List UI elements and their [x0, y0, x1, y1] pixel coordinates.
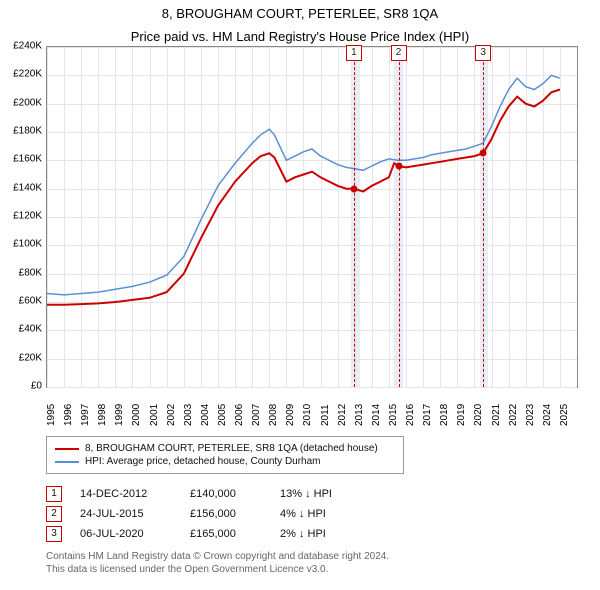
footer-line2: This data is licensed under the Open Gov… — [46, 563, 389, 576]
xtick-label: 2000 — [131, 404, 142, 426]
ytick-label: £140K — [13, 182, 42, 193]
ytick-label: £160K — [13, 154, 42, 165]
event-row: 2 24-JUL-2015£156,0004% ↓ HPI — [46, 504, 380, 524]
xtick-label: 2021 — [491, 404, 502, 426]
event-dot — [395, 163, 402, 170]
legend-item: 8, BROUGHAM COURT, PETERLEE, SR8 1QA (de… — [55, 443, 395, 454]
xtick-label: 1999 — [114, 404, 125, 426]
footer-line1: Contains HM Land Registry data © Crown c… — [46, 550, 389, 563]
ytick-label: £0 — [31, 381, 42, 392]
event-delta: 2% ↓ HPI — [280, 528, 380, 540]
ytick-label: £20K — [19, 352, 42, 363]
xtick-label: 1996 — [63, 404, 74, 426]
xtick-label: 2007 — [251, 404, 262, 426]
legend-swatch — [55, 461, 79, 463]
event-dashline — [483, 47, 484, 387]
xtick-label: 2011 — [320, 404, 331, 426]
xtick-label: 2024 — [542, 404, 553, 426]
ytick-label: £80K — [19, 267, 42, 278]
xtick-label: 2020 — [473, 404, 484, 426]
xtick-label: 2006 — [234, 404, 245, 426]
xtick-label: 2019 — [456, 404, 467, 426]
events-table: 1 14-DEC-2012£140,00013% ↓ HPI 2 24-JUL-201… — [46, 484, 380, 544]
x-axis: 1995 1996 1997 1998 1999 2000 2001 2002 2003 2004… — [46, 388, 576, 438]
event-date: 24-JUL-2015 — [80, 508, 190, 520]
ytick-label: £120K — [13, 211, 42, 222]
event-marker-box: 2 — [391, 45, 407, 61]
xtick-label: 2023 — [525, 404, 536, 426]
event-price: £156,000 — [190, 508, 280, 520]
event-dot — [480, 150, 487, 157]
xtick-label: 2005 — [217, 404, 228, 426]
legend-swatch — [55, 448, 79, 450]
chart-title-line2: Price paid vs. HM Land Registry's House … — [0, 23, 600, 46]
xtick-label: 2015 — [388, 404, 399, 426]
ytick-label: £60K — [19, 296, 42, 307]
xtick-label: 2009 — [285, 404, 296, 426]
event-dot — [350, 185, 357, 192]
legend-label: 8, BROUGHAM COURT, PETERLEE, SR8 1QA (de… — [85, 443, 378, 454]
xtick-label: 1998 — [97, 404, 108, 426]
chart-lines — [47, 47, 577, 387]
event-date: 06-JUL-2020 — [80, 528, 190, 540]
xtick-label: 1995 — [46, 404, 57, 426]
xtick-label: 2003 — [183, 404, 194, 426]
event-marker-box: 3 — [475, 45, 491, 61]
ytick-label: £40K — [19, 324, 42, 335]
event-dashline — [354, 47, 355, 387]
event-number-box: 1 — [46, 486, 62, 502]
xtick-label: 2013 — [354, 404, 365, 426]
ytick-label: £220K — [13, 69, 42, 80]
xtick-label: 2004 — [200, 404, 211, 426]
event-delta: 13% ↓ HPI — [280, 488, 380, 500]
event-number-box: 3 — [46, 526, 62, 542]
legend-label: HPI: Average price, detached house, Coun… — [85, 456, 321, 467]
chart-plot: 1 2 3 — [46, 46, 578, 388]
xtick-label: 2025 — [559, 404, 570, 426]
event-marker-box: 1 — [346, 45, 362, 61]
xtick-label: 2014 — [371, 404, 382, 426]
ytick-label: £240K — [13, 41, 42, 52]
event-price: £140,000 — [190, 488, 280, 500]
ytick-label: £100K — [13, 239, 42, 250]
event-row: 3 06-JUL-2020£165,0002% ↓ HPI — [46, 524, 380, 544]
xtick-label: 2010 — [302, 404, 313, 426]
xtick-label: 2022 — [508, 404, 519, 426]
chart-title-line1: 8, BROUGHAM COURT, PETERLEE, SR8 1QA — [0, 0, 600, 23]
event-delta: 4% ↓ HPI — [280, 508, 380, 520]
xtick-label: 2016 — [405, 404, 416, 426]
ytick-label: £180K — [13, 126, 42, 137]
legend-item: HPI: Average price, detached house, Coun… — [55, 456, 395, 467]
event-date: 14-DEC-2012 — [80, 488, 190, 500]
y-axis: £0£20K£40K£60K£80K£100K£120K£140K£160K£1… — [0, 46, 46, 386]
legend: 8, BROUGHAM COURT, PETERLEE, SR8 1QA (de… — [46, 436, 404, 474]
xtick-label: 2017 — [422, 404, 433, 426]
footer-attribution: Contains HM Land Registry data © Crown c… — [46, 550, 389, 576]
xtick-label: 2018 — [439, 404, 450, 426]
xtick-label: 2002 — [166, 404, 177, 426]
ytick-label: £200K — [13, 97, 42, 108]
event-dashline — [399, 47, 400, 387]
xtick-label: 1997 — [80, 404, 91, 426]
event-row: 1 14-DEC-2012£140,00013% ↓ HPI — [46, 484, 380, 504]
xtick-label: 2012 — [337, 404, 348, 426]
xtick-label: 2008 — [268, 404, 279, 426]
event-number-box: 2 — [46, 506, 62, 522]
xtick-label: 2001 — [149, 404, 160, 426]
event-price: £165,000 — [190, 528, 280, 540]
